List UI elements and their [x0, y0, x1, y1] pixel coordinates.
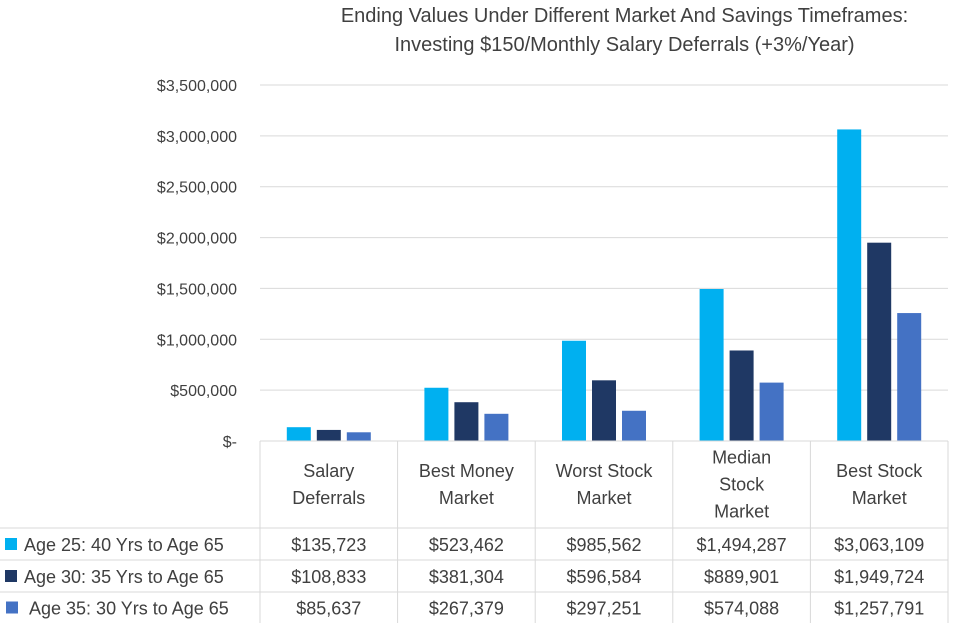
category-label: Best Money	[419, 461, 514, 481]
bar	[897, 313, 922, 441]
data-table-value: $85,637	[296, 599, 361, 619]
category-label: Market	[714, 502, 769, 522]
y-tick-label: $1,000,000	[157, 332, 237, 349]
y-tick-label: $3,500,000	[157, 78, 237, 95]
data-table-value: $1,257,791	[834, 599, 924, 619]
data-table-value: $985,562	[566, 535, 641, 555]
category-label: Deferrals	[292, 488, 365, 508]
category-label: Worst Stock	[556, 461, 654, 481]
bar	[867, 242, 892, 441]
y-tick-label: $2,000,000	[157, 231, 237, 248]
bar	[484, 413, 509, 441]
data-table-value: $523,462	[429, 535, 504, 555]
data-table-value: $135,723	[291, 535, 366, 555]
y-tick-label: $2,500,000	[157, 180, 237, 197]
category-label: Stock	[719, 475, 765, 495]
bar	[837, 129, 862, 441]
data-table-value: $3,063,109	[834, 535, 924, 555]
data-table-value: $1,949,724	[834, 567, 924, 587]
data-table-value: $108,833	[291, 567, 366, 587]
data-table-value: $1,494,287	[697, 535, 787, 555]
legend-label: Age 35: 30 Yrs to Age 65	[29, 599, 229, 619]
title-line-2: Investing $150/Monthly Salary Deferrals …	[394, 34, 855, 56]
category-label: Market	[439, 488, 494, 508]
bar	[729, 350, 754, 441]
category-label: Salary	[303, 461, 354, 481]
data-table-value: $596,584	[566, 567, 641, 587]
y-tick-label: $-	[223, 434, 237, 451]
data-table-value: $574,088	[704, 599, 779, 619]
y-tick-label: $500,000	[170, 383, 237, 400]
data-table-value: $381,304	[429, 567, 504, 587]
y-tick-label: $1,500,000	[157, 281, 237, 298]
bar	[562, 340, 586, 441]
bar	[759, 382, 784, 441]
category-label: Market	[576, 488, 631, 508]
legend-swatch	[5, 538, 17, 550]
title-line-1: Ending Values Under Different Market And…	[340, 5, 909, 27]
category-label: Median	[712, 448, 771, 468]
y-tick-label: $3,000,000	[157, 129, 237, 146]
chart-title: Ending Values Under Different Market And…	[290, 2, 959, 60]
bar	[316, 429, 341, 441]
data-table-value: $889,901	[704, 567, 779, 587]
bar	[454, 402, 479, 441]
category-label: Best Stock	[836, 461, 923, 481]
legend-swatch	[5, 570, 17, 582]
bar	[699, 289, 724, 441]
bar	[592, 380, 616, 441]
legend-swatch	[6, 601, 18, 614]
bar	[424, 387, 449, 441]
bar	[346, 432, 371, 441]
bar	[286, 427, 311, 441]
legend-label: Age 30: 35 Yrs to Age 65	[24, 567, 224, 587]
bar	[622, 410, 646, 441]
legend-label: Age 25: 40 Yrs to Age 65	[24, 535, 224, 555]
category-label: Market	[852, 488, 907, 508]
data-table-value: $297,251	[566, 599, 641, 619]
data-table-value: $267,379	[429, 599, 504, 619]
